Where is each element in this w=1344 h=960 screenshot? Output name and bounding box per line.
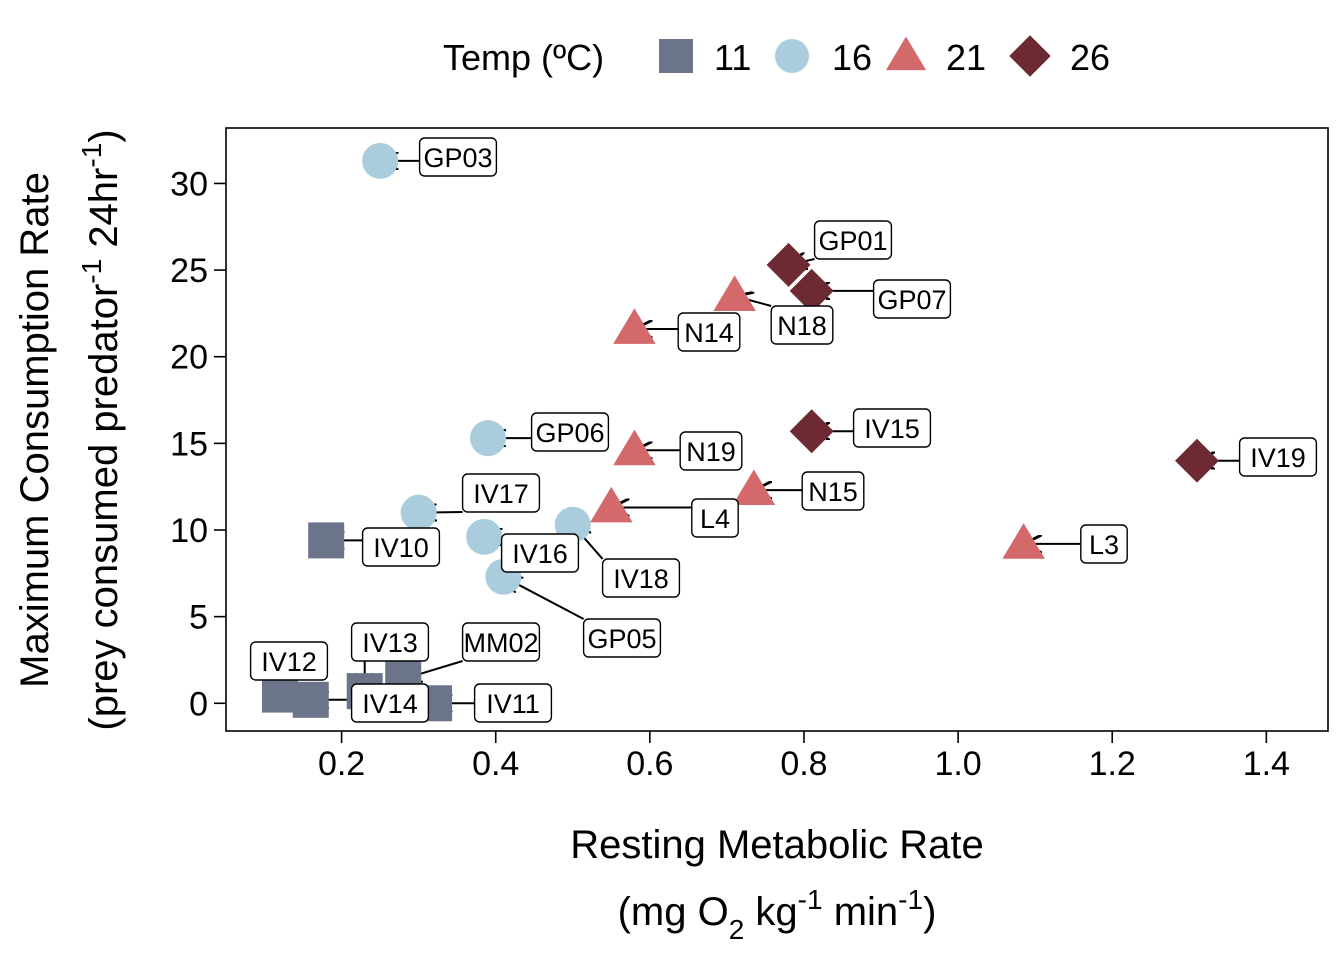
point-L4 <box>590 486 633 523</box>
label-box-GP03 <box>418 137 498 177</box>
label-IV16: IV16 <box>512 539 568 569</box>
label-N18: N18 <box>777 311 827 341</box>
y-tick-label: 5 <box>189 599 208 637</box>
y-tick-label: 30 <box>170 165 208 203</box>
label-box-GP05 <box>582 618 662 658</box>
x-tick-label: 0.2 <box>318 745 365 783</box>
legend: Temp (ºC) 11 16 21 26 <box>443 35 1110 78</box>
point-labels: IV10 IV12 IV14 IV13 MM02 IV11 GP03 GP06 IV17 IV16… <box>249 137 1318 723</box>
x-tick-label: 1.2 <box>1089 745 1136 783</box>
data-points <box>261 142 1219 722</box>
legend-marker-26 <box>1009 35 1051 77</box>
label-N19: N19 <box>686 437 736 467</box>
point-GP03 <box>362 142 399 179</box>
point-N15 <box>732 469 776 506</box>
y-tick-label: 0 <box>189 685 208 723</box>
label-GP07: GP07 <box>877 285 946 315</box>
label-box-IV17 <box>461 473 541 513</box>
x-tick-label: 1.0 <box>934 745 981 783</box>
label-box-L3 <box>1080 524 1128 564</box>
x-axis: 0.2 0.4 0.6 0.8 1.0 1.2 1.4 <box>318 731 1290 783</box>
x-axis-title: Resting Metabolic Rate <box>570 823 984 867</box>
label-N15: N15 <box>808 477 858 507</box>
label-L4: L4 <box>700 504 730 534</box>
legend-label-11: 11 <box>714 37 751 78</box>
y-axis-subtitle: (prey consumed predator-1 24hr-1) <box>76 129 126 730</box>
label-IV14: IV14 <box>362 689 418 719</box>
label-L3: L3 <box>1089 530 1119 560</box>
label-box-N15 <box>801 471 865 511</box>
label-GP03: GP03 <box>423 143 492 173</box>
label-IV10: IV10 <box>373 533 429 563</box>
label-box-IV14 <box>350 683 430 723</box>
label-IV19: IV19 <box>1250 443 1306 473</box>
legend-marker-11 <box>659 39 693 73</box>
label-box-IV13 <box>350 622 430 662</box>
label-box-IV19 <box>1238 437 1318 477</box>
point-IV10 <box>308 522 345 559</box>
y-tick-label: 20 <box>170 339 208 377</box>
label-GP01: GP01 <box>818 226 887 256</box>
label-box-IV18 <box>601 558 681 598</box>
label-box-N19 <box>679 431 743 471</box>
legend-label-16: 16 <box>832 37 872 78</box>
x-tick-label: 1.4 <box>1243 745 1290 783</box>
label-IV15: IV15 <box>864 414 920 444</box>
label-box-N14 <box>677 312 741 352</box>
y-axis: 0 5 10 15 20 25 30 <box>170 165 226 723</box>
label-GP06: GP06 <box>535 418 604 448</box>
x-tick-label: 0.8 <box>780 745 827 783</box>
label-box-GP01 <box>813 220 893 260</box>
point-N18 <box>713 275 756 311</box>
label-box-GP06 <box>530 412 610 452</box>
point-IV15 <box>789 409 834 454</box>
label-GP05: GP05 <box>587 624 656 654</box>
point-IV14 <box>292 681 329 718</box>
label-IV12: IV12 <box>261 647 317 677</box>
label-N14: N14 <box>684 318 734 348</box>
label-box-IV16 <box>500 533 580 573</box>
point-GP06 <box>470 420 507 457</box>
point-IV16 <box>466 518 503 555</box>
x-tick-label: 0.6 <box>626 745 673 783</box>
point-L3 <box>1002 523 1045 559</box>
point-IV12 <box>261 676 298 713</box>
label-box-IV15 <box>852 408 932 448</box>
y-tick-label: 10 <box>170 512 208 550</box>
x-tick-label: 0.4 <box>472 745 519 783</box>
legend-label-26: 26 <box>1070 37 1110 78</box>
point-GP07 <box>789 268 834 313</box>
point-IV17 <box>400 494 437 531</box>
label-IV18: IV18 <box>613 564 669 594</box>
point-IV19 <box>1175 438 1219 483</box>
legend-marker-21 <box>885 36 927 71</box>
y-tick-label: 15 <box>170 425 208 463</box>
label-IV17: IV17 <box>473 479 529 509</box>
legend-marker-16 <box>775 39 809 73</box>
legend-label-21: 21 <box>946 37 986 78</box>
label-box-L4 <box>691 498 739 538</box>
label-box-IV11 <box>473 683 553 723</box>
label-box-MM02 <box>461 622 541 662</box>
label-MM02: MM02 <box>463 628 538 658</box>
point-GP01 <box>766 242 811 287</box>
legend-title: Temp (ºC) <box>443 37 604 78</box>
label-IV11: IV11 <box>486 689 540 719</box>
label-box-N18 <box>770 305 834 345</box>
label-box-IV10 <box>361 527 441 567</box>
label-box-GP07 <box>872 279 952 319</box>
x-axis-subtitle: (mg O2 kg-1 min-1) <box>618 884 937 945</box>
point-N14 <box>613 308 656 344</box>
label-box-IV12 <box>249 641 329 681</box>
label-IV13: IV13 <box>362 628 418 658</box>
y-axis-title: Maximum Consumption Rate <box>13 172 57 688</box>
point-N19 <box>613 429 656 466</box>
y-tick-label: 25 <box>170 252 208 290</box>
